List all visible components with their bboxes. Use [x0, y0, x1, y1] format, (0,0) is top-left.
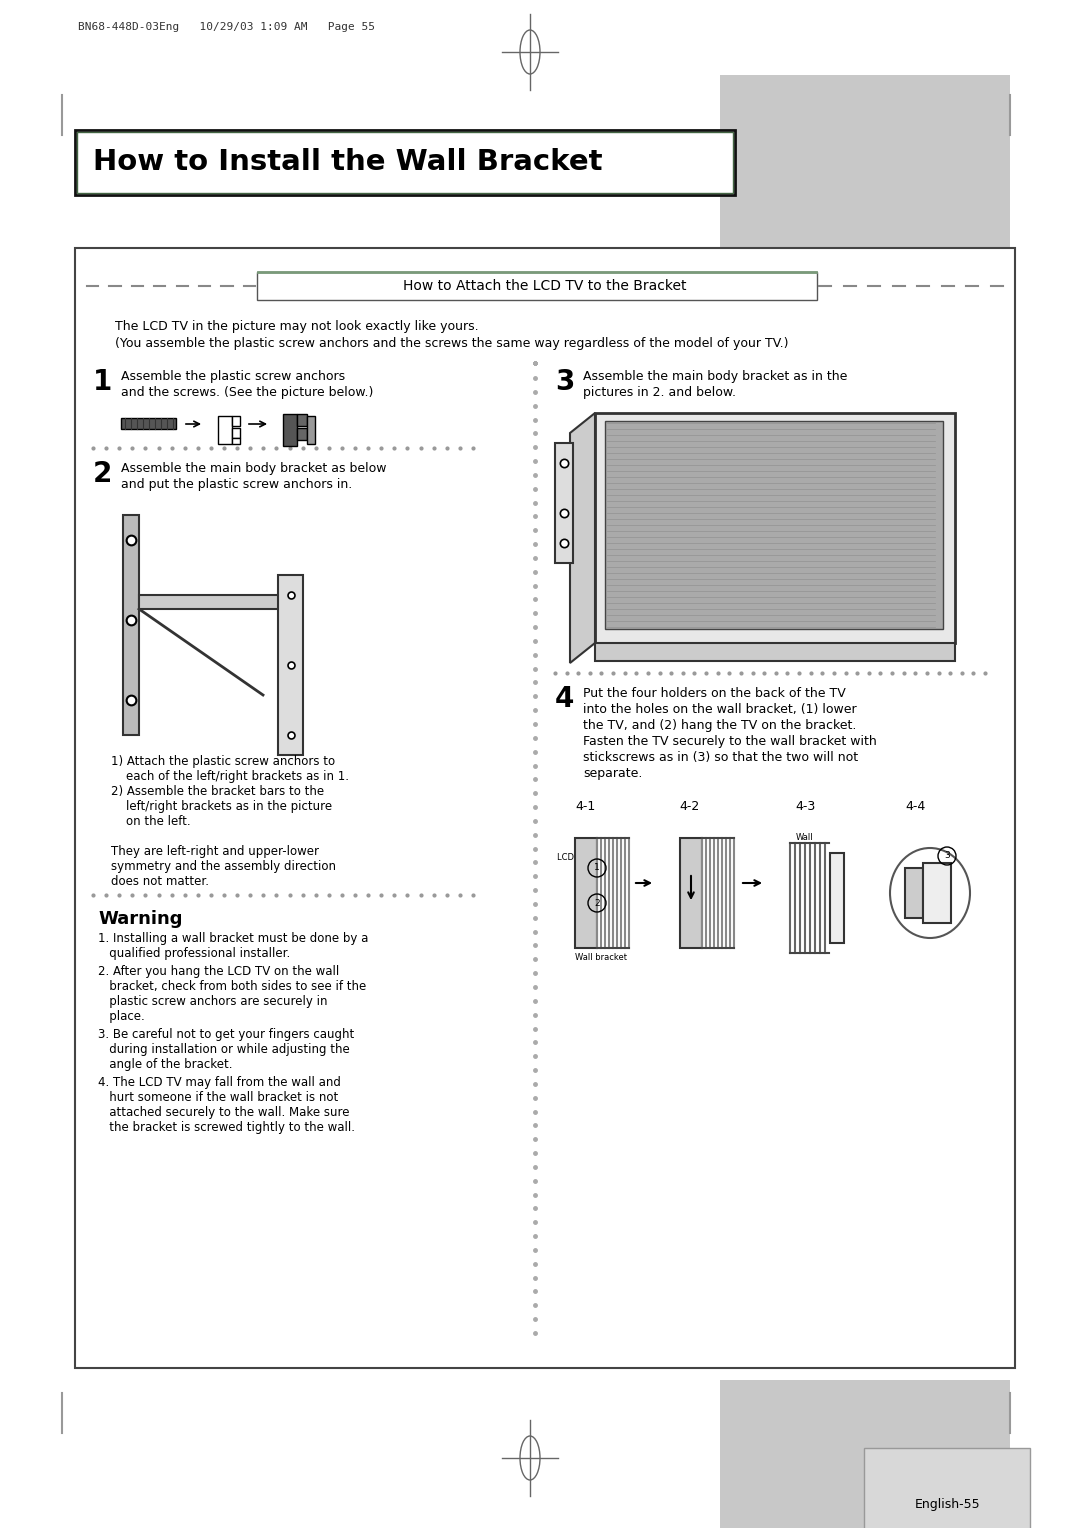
- Text: 2: 2: [93, 460, 112, 487]
- Bar: [77, 131, 733, 193]
- Bar: [720, 75, 1010, 385]
- Text: on the left.: on the left.: [111, 814, 191, 828]
- Text: 1. Installing a wall bracket must be done by a: 1. Installing a wall bracket must be don…: [98, 932, 368, 944]
- Text: 4-2: 4-2: [680, 801, 700, 813]
- Text: during installation or while adjusting the: during installation or while adjusting t…: [98, 1044, 350, 1056]
- Text: does not matter.: does not matter.: [111, 876, 210, 888]
- Text: Assemble the plastic screw anchors: Assemble the plastic screw anchors: [121, 370, 346, 384]
- Text: bracket, check from both sides to see if the: bracket, check from both sides to see if…: [98, 979, 366, 993]
- Bar: [297, 428, 307, 440]
- Text: symmetry and the assembly direction: symmetry and the assembly direction: [111, 860, 336, 872]
- Text: 3. Be careful not to get your fingers caught: 3. Be careful not to get your fingers ca…: [98, 1028, 354, 1041]
- Text: left/right brackets as in the picture: left/right brackets as in the picture: [111, 801, 333, 813]
- Text: English-55: English-55: [915, 1497, 980, 1511]
- Text: 4-3: 4-3: [795, 801, 815, 813]
- Bar: [75, 248, 1015, 1368]
- Text: angle of the bracket.: angle of the bracket.: [98, 1057, 232, 1071]
- Text: attached securely to the wall. Make sure: attached securely to the wall. Make sure: [98, 1106, 350, 1118]
- Text: LCD TV: LCD TV: [557, 853, 588, 862]
- Text: Put the four holders on the back of the TV: Put the four holders on the back of the …: [583, 688, 846, 700]
- Bar: [218, 416, 232, 445]
- Bar: [595, 413, 955, 643]
- Text: (You assemble the plastic screw anchors and the screws the same way regardless o: (You assemble the plastic screw anchors …: [114, 338, 788, 350]
- Polygon shape: [570, 413, 595, 663]
- Bar: [278, 575, 303, 755]
- Bar: [232, 439, 240, 445]
- Bar: [297, 414, 307, 426]
- Text: 2: 2: [594, 898, 599, 908]
- Text: the bracket is screwed tightly to the wall.: the bracket is screwed tightly to the wa…: [98, 1122, 355, 1134]
- Bar: [307, 416, 315, 445]
- Bar: [123, 515, 139, 735]
- Bar: [555, 443, 573, 562]
- Text: pictures in 2. and below.: pictures in 2. and below.: [583, 387, 735, 399]
- Bar: [232, 416, 240, 426]
- Text: 4-4: 4-4: [905, 801, 926, 813]
- Text: The LCD TV in the picture may not look exactly like yours.: The LCD TV in the picture may not look e…: [114, 319, 478, 333]
- Text: stickscrews as in (3) so that the two will not: stickscrews as in (3) so that the two wi…: [583, 750, 859, 764]
- Text: They are left-right and upper-lower: They are left-right and upper-lower: [111, 845, 319, 859]
- Text: 4-1: 4-1: [575, 801, 595, 813]
- Text: 3: 3: [944, 851, 950, 860]
- Bar: [831, 853, 843, 943]
- Bar: [257, 272, 816, 299]
- Text: 1: 1: [93, 368, 112, 396]
- Bar: [595, 643, 955, 662]
- Bar: [575, 837, 597, 947]
- Text: How to Attach the LCD TV to the Bracket: How to Attach the LCD TV to the Bracket: [403, 280, 687, 293]
- Text: 3: 3: [555, 368, 575, 396]
- Text: and the screws. (See the picture below.): and the screws. (See the picture below.): [121, 387, 374, 399]
- Text: How to Install the Wall Bracket: How to Install the Wall Bracket: [93, 148, 603, 177]
- Text: Warning: Warning: [98, 911, 183, 927]
- Text: Fasten the TV securely to the wall bracket with: Fasten the TV securely to the wall brack…: [583, 735, 877, 749]
- Text: Assemble the main body bracket as below: Assemble the main body bracket as below: [121, 461, 387, 475]
- Text: BN68-448D-03Eng   10/29/03 1:09 AM   Page 55: BN68-448D-03Eng 10/29/03 1:09 AM Page 55: [78, 21, 375, 32]
- Bar: [232, 428, 240, 439]
- Text: into the holes on the wall bracket, (1) lower: into the holes on the wall bracket, (1) …: [583, 703, 856, 717]
- Text: separate.: separate.: [583, 767, 643, 779]
- Bar: [139, 594, 279, 610]
- Text: each of the left/right brackets as in 1.: each of the left/right brackets as in 1.: [111, 770, 349, 782]
- Bar: [121, 419, 176, 429]
- Text: 2. After you hang the LCD TV on the wall: 2. After you hang the LCD TV on the wall: [98, 966, 339, 978]
- Bar: [923, 863, 951, 923]
- Text: place.: place.: [98, 1010, 145, 1024]
- Text: 1: 1: [594, 863, 599, 872]
- Text: 4: 4: [555, 685, 575, 714]
- Text: Assemble the main body bracket as in the: Assemble the main body bracket as in the: [583, 370, 848, 384]
- Bar: [283, 414, 297, 446]
- Text: plastic screw anchors are securely in: plastic screw anchors are securely in: [98, 995, 327, 1008]
- Text: Wall bracket: Wall bracket: [575, 953, 627, 963]
- Bar: [605, 422, 943, 630]
- Text: the TV, and (2) hang the TV on the bracket.: the TV, and (2) hang the TV on the brack…: [583, 720, 856, 732]
- Bar: [905, 868, 923, 918]
- Bar: [75, 130, 735, 196]
- Text: Wall: Wall: [796, 833, 814, 842]
- Text: 1) Attach the plastic screw anchors to: 1) Attach the plastic screw anchors to: [111, 755, 335, 769]
- Text: 2) Assemble the bracket bars to the: 2) Assemble the bracket bars to the: [111, 785, 324, 798]
- Text: and put the plastic screw anchors in.: and put the plastic screw anchors in.: [121, 478, 352, 490]
- Text: hurt someone if the wall bracket is not: hurt someone if the wall bracket is not: [98, 1091, 338, 1105]
- Text: 4. The LCD TV may fall from the wall and: 4. The LCD TV may fall from the wall and: [98, 1076, 341, 1089]
- Bar: [720, 1380, 1010, 1528]
- Bar: [680, 837, 702, 947]
- Text: qualified professional installer.: qualified professional installer.: [98, 947, 291, 960]
